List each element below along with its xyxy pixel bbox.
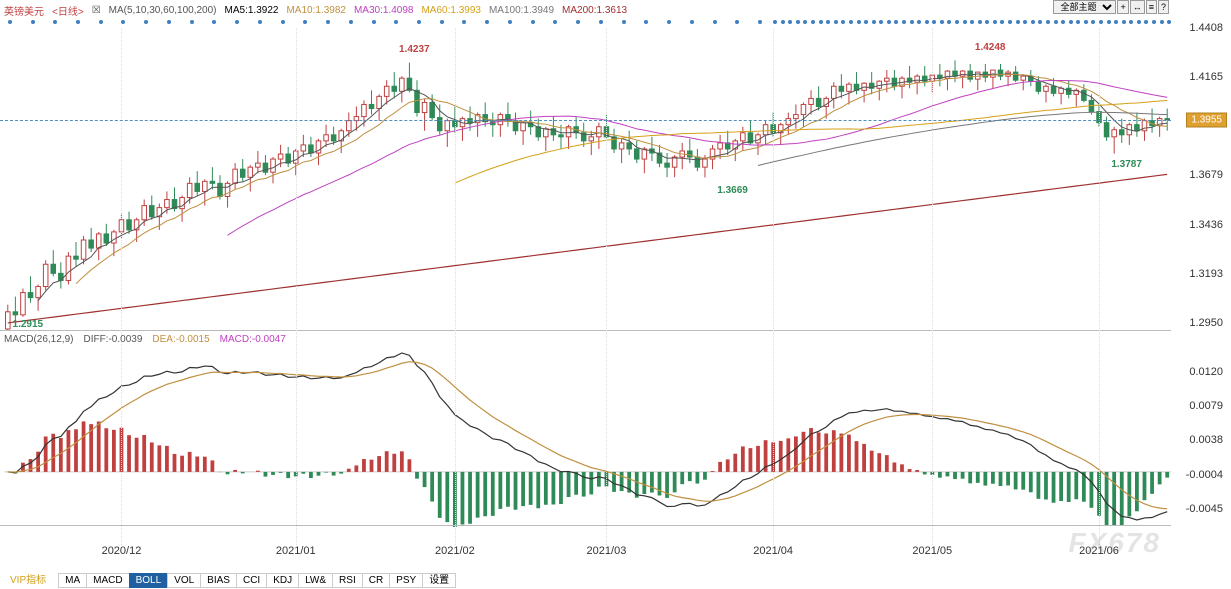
tab-bias[interactable]: BIAS [200, 573, 237, 588]
x-tick: 2021/05 [912, 545, 952, 557]
price-annotation: 1.4237 [399, 44, 430, 55]
tab-rsi[interactable]: RSI [332, 573, 363, 588]
x-tick: 2021/01 [276, 545, 316, 557]
x-tick: 2021/04 [753, 545, 793, 557]
price-annotation: 1.2915 [13, 319, 44, 330]
macd-chart [0, 0, 1171, 527]
macd-y-axis: 0.0120 0.0079 0.0038 -0.0004 -0.0045 [1171, 0, 1231, 589]
timeframe: <日线> [52, 3, 84, 18]
theme-dropdown[interactable]: 全部主题 [1053, 0, 1116, 14]
tb-icon-1[interactable]: ↔ [1130, 0, 1145, 14]
x-tick: 2021/02 [435, 545, 475, 557]
ma200: MA200:1.3613 [562, 5, 627, 16]
x-tick: 2020/12 [102, 545, 142, 557]
tab-psy[interactable]: PSY [389, 573, 423, 588]
macd-y-tick: -0.0004 [1186, 469, 1223, 481]
macd-y-tick: 0.0038 [1189, 434, 1223, 446]
macd-y-tick: 0.0079 [1189, 400, 1223, 412]
price-flag: 1.3955 [1186, 112, 1227, 127]
chart-toolbar: 全部主题 + ↔ ≡ ? [1053, 0, 1169, 14]
tab-macd[interactable]: MACD [86, 573, 129, 588]
ma5: MA5:1.3922 [225, 5, 279, 16]
current-price-line [0, 120, 1171, 121]
indicator-dots [0, 18, 1171, 26]
tab-lw&[interactable]: LW& [298, 573, 333, 588]
tab-vol[interactable]: VOL [167, 573, 201, 588]
tab-vip[interactable]: VIP指标 [4, 570, 52, 587]
price-annotation: 1.4248 [975, 42, 1006, 53]
ma100: MA100:1.3949 [489, 5, 554, 16]
tab-cr[interactable]: CR [362, 573, 390, 588]
tab-boll[interactable]: BOLL [129, 573, 169, 588]
pair-name: 英镑美元 [4, 3, 44, 18]
ma30: MA30:1.4098 [354, 5, 414, 16]
x-tick: 2021/03 [587, 545, 627, 557]
tb-icon-2[interactable]: ≡ [1146, 0, 1157, 14]
tb-icon-3[interactable]: ? [1158, 0, 1169, 14]
macd-y-tick: 0.0120 [1189, 366, 1223, 378]
indicator-tabs: VIP指标 MAMACDBOLLVOLBIASCCIKDJLW&RSICRPSY… [4, 570, 455, 587]
ma-list: MA(5,10,30,60,100,200) [109, 5, 217, 16]
chart-header: 英镑美元 <日线> ☒ MA(5,10,30,60,100,200) MA5:1… [4, 2, 627, 18]
tb-icon-0[interactable]: + [1117, 0, 1128, 14]
ma10: MA10:1.3982 [286, 5, 346, 16]
price-annotation: 1.3787 [1111, 159, 1142, 170]
ma60: MA60:1.3993 [421, 5, 481, 16]
tab-cci[interactable]: CCI [236, 573, 267, 588]
price-annotation: 1.3669 [717, 185, 748, 196]
xaxis-divider [0, 525, 1171, 526]
tab-kdj[interactable]: KDJ [266, 573, 299, 588]
watermark: FX678 [1069, 527, 1162, 559]
tab-设置[interactable]: 设置 [422, 573, 456, 588]
macd-header: MACD(26,12,9) DIFF:-0.0039 DEA:-0.0015 M… [4, 334, 286, 345]
macd-y-tick: -0.0045 [1186, 503, 1223, 515]
tab-ma[interactable]: MA [58, 573, 87, 588]
